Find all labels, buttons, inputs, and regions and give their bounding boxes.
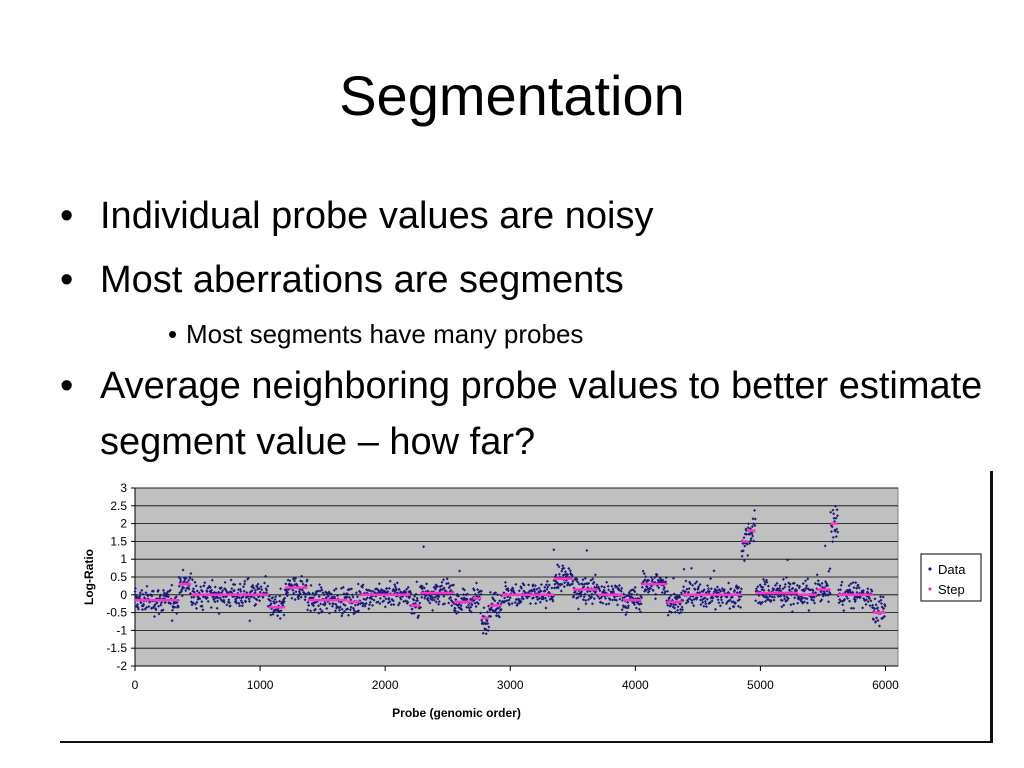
y-tick-label: -0.5 <box>106 606 127 620</box>
bullet-item: • Individual probe values are noisy <box>60 188 1000 244</box>
y-tick-label: 1 <box>120 552 127 566</box>
sub-bullet-item: • Most segments have many probes <box>60 316 1000 352</box>
chart-frame-right <box>990 471 993 743</box>
legend-marker-step <box>928 587 932 591</box>
y-tick-label: 2.5 <box>110 499 127 513</box>
chart-container: 3 2.5 2 1.5 1 0.5 0 -0.5 -1 -1.5 -2 0 1000 2000 3000 40… <box>60 471 994 745</box>
bullet-item: • Most aberrations are segments <box>60 252 1000 308</box>
y-tick-label: 0 <box>120 588 127 602</box>
x-tick-label: 4000 <box>622 678 649 692</box>
y-axis-title: Log-Ratio <box>82 549 96 605</box>
legend-label-data: Data <box>938 562 966 577</box>
x-tick-label: 0 <box>132 678 139 692</box>
x-tick-label: 5000 <box>747 678 774 692</box>
legend-marker-data <box>928 567 932 571</box>
bullet-text: Average neighboring probe values to bett… <box>100 365 983 463</box>
legend-label-step: Step <box>938 582 965 597</box>
y-tick-label: 2 <box>120 517 127 531</box>
y-tick-label: -2 <box>116 659 127 673</box>
bullet-list: • Individual probe values are noisy • Most… <box>60 188 1000 478</box>
y-tick-label: -1.5 <box>106 641 127 655</box>
bullet-dot-icon: • <box>168 319 178 349</box>
chart-frame-bottom <box>60 741 993 743</box>
x-tick-label: 1000 <box>247 678 274 692</box>
y-tick-label: 0.5 <box>110 570 127 584</box>
legend-box <box>920 553 982 602</box>
bullet-dot-icon: • <box>60 195 74 237</box>
bullet-item: • Average neighboring probe values to bet… <box>60 358 1000 470</box>
scatter-chart: 3 2.5 2 1.5 1 0.5 0 -0.5 -1 -1.5 -2 0 1000 2000 3000 40… <box>82 481 982 720</box>
y-tick-label: 3 <box>120 481 127 495</box>
x-axis-title: Probe (genomic order) <box>392 706 521 720</box>
y-tick-label: -1 <box>116 623 127 637</box>
bullet-text: Most aberrations are segments <box>100 259 624 301</box>
bullet-text: Individual probe values are noisy <box>100 195 654 237</box>
slide-title: Segmentation <box>339 64 685 127</box>
x-tick-label: 6000 <box>872 678 899 692</box>
bullet-dot-icon: • <box>60 259 74 301</box>
x-tick-label: 2000 <box>372 678 399 692</box>
bullet-text: Most segments have many probes <box>186 319 584 349</box>
bullet-dot-icon: • <box>60 365 74 407</box>
x-tick-label: 3000 <box>497 678 524 692</box>
y-tick-label: 1.5 <box>110 534 127 548</box>
